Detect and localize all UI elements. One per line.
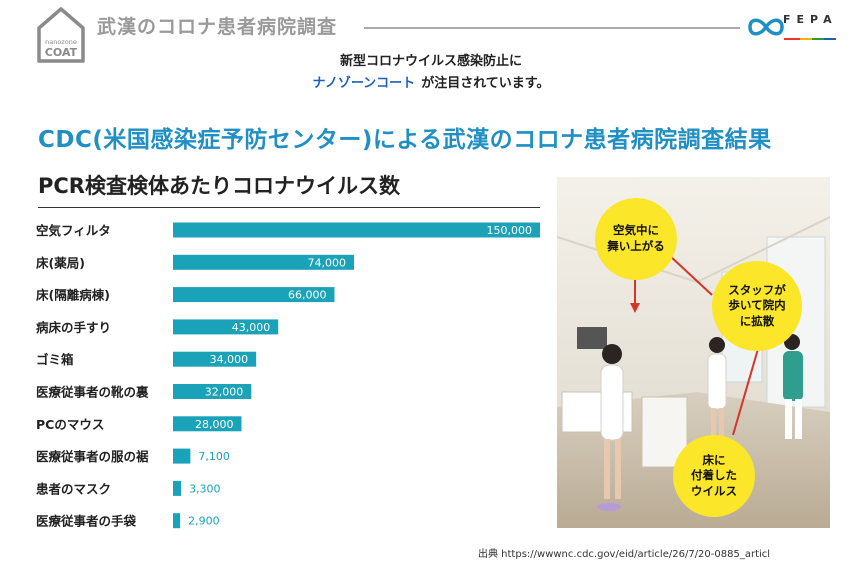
category-label: 床(隔離病棟): [36, 288, 110, 303]
value-label: 28,000: [195, 418, 234, 431]
category-label: 床(薬局): [36, 255, 85, 270]
category-label: 医療従事者の服の裾: [36, 449, 149, 464]
bar: [173, 384, 252, 399]
source-citation: 出典 https://wwwnc.cdc.gov/eid/article/26/…: [478, 549, 771, 560]
bubble-floor-line-3: ウイルス: [691, 483, 737, 498]
value-label: 150,000: [487, 224, 533, 237]
bar: [173, 287, 335, 303]
bubble-staff-spread: スタッフが 歩いて院内 に拡散: [712, 261, 802, 351]
intro-line-2-rest: が注目されています。: [421, 76, 550, 91]
logo-small-text: nanozone: [45, 38, 77, 46]
header-title: 武漢のコロナ患者病院調査: [97, 16, 338, 38]
bubble-floor-line-2: 付着した: [691, 468, 737, 483]
category-label: ゴミ箱: [36, 352, 74, 367]
bar: [173, 480, 182, 496]
bubble-staff-line-1: スタッフが: [728, 282, 786, 297]
main-title: CDC(米国感染症予防センター)による武漢のコロナ患者病院調査結果: [38, 127, 772, 153]
bubble-staff-line-3: に拡散: [739, 313, 775, 328]
bar: [173, 222, 540, 238]
value-label: 43,000: [232, 321, 271, 334]
chart-title: PCR検査検体あたりコロナウイルス数: [38, 174, 400, 198]
fepa-infinity-logo-icon: [748, 18, 836, 40]
bubble-airborne-line-2: 舞い上がる: [607, 239, 665, 253]
nanozone-coat-logo: nanozone COAT: [37, 7, 85, 63]
value-label: 3,300: [189, 482, 221, 495]
category-label: 病床の手すり: [36, 320, 111, 335]
bubble-floor-line-1: 床に: [702, 452, 726, 467]
intro-line-1: 新型コロナウイルス感染防止に: [339, 54, 522, 69]
product-name-highlight: ナノゾーンコート: [312, 76, 416, 91]
bar: [173, 513, 181, 529]
category-label: PCのマウス: [36, 417, 104, 432]
virus-count-bar-chart: 空気フィルタ 150,000 床(薬局) 74,000 床(隔離病棟) 66,000 病床の…: [36, 222, 540, 529]
value-label: 66,000: [288, 289, 327, 302]
category-label: 医療従事者の手袋: [36, 514, 137, 529]
bubble-floor-virus: 床に 付着した ウイルス: [673, 435, 755, 517]
bar: [173, 254, 355, 270]
bar: [173, 416, 242, 432]
category-label: 医療従事者の靴の裏: [36, 385, 149, 400]
category-label: 患者のマスク: [36, 481, 111, 496]
value-label: 74,000: [308, 256, 347, 269]
bubble-staff-line-2: 歩いて院内: [728, 298, 786, 313]
value-label: 34,000: [210, 353, 249, 366]
bubble-airborne-line-1: 空気中に: [613, 223, 659, 238]
value-label: 7,100: [198, 450, 230, 463]
logo-big-text: COAT: [45, 46, 78, 59]
intro-line-2: ナノゾーンコート が注目されています。: [0, 72, 862, 91]
value-label: 32,000: [205, 386, 244, 399]
bar: [173, 351, 257, 367]
fepa-brand-text: FEPA: [783, 13, 838, 26]
bar: [173, 448, 191, 464]
category-label: 空気フィルタ: [36, 223, 111, 238]
chart-title-underline: [38, 207, 540, 208]
header-divider: [364, 27, 740, 29]
bubble-airborne: 空気中に 舞い上がる: [595, 198, 677, 280]
value-label: 2,900: [188, 515, 220, 528]
bar: [173, 319, 279, 335]
